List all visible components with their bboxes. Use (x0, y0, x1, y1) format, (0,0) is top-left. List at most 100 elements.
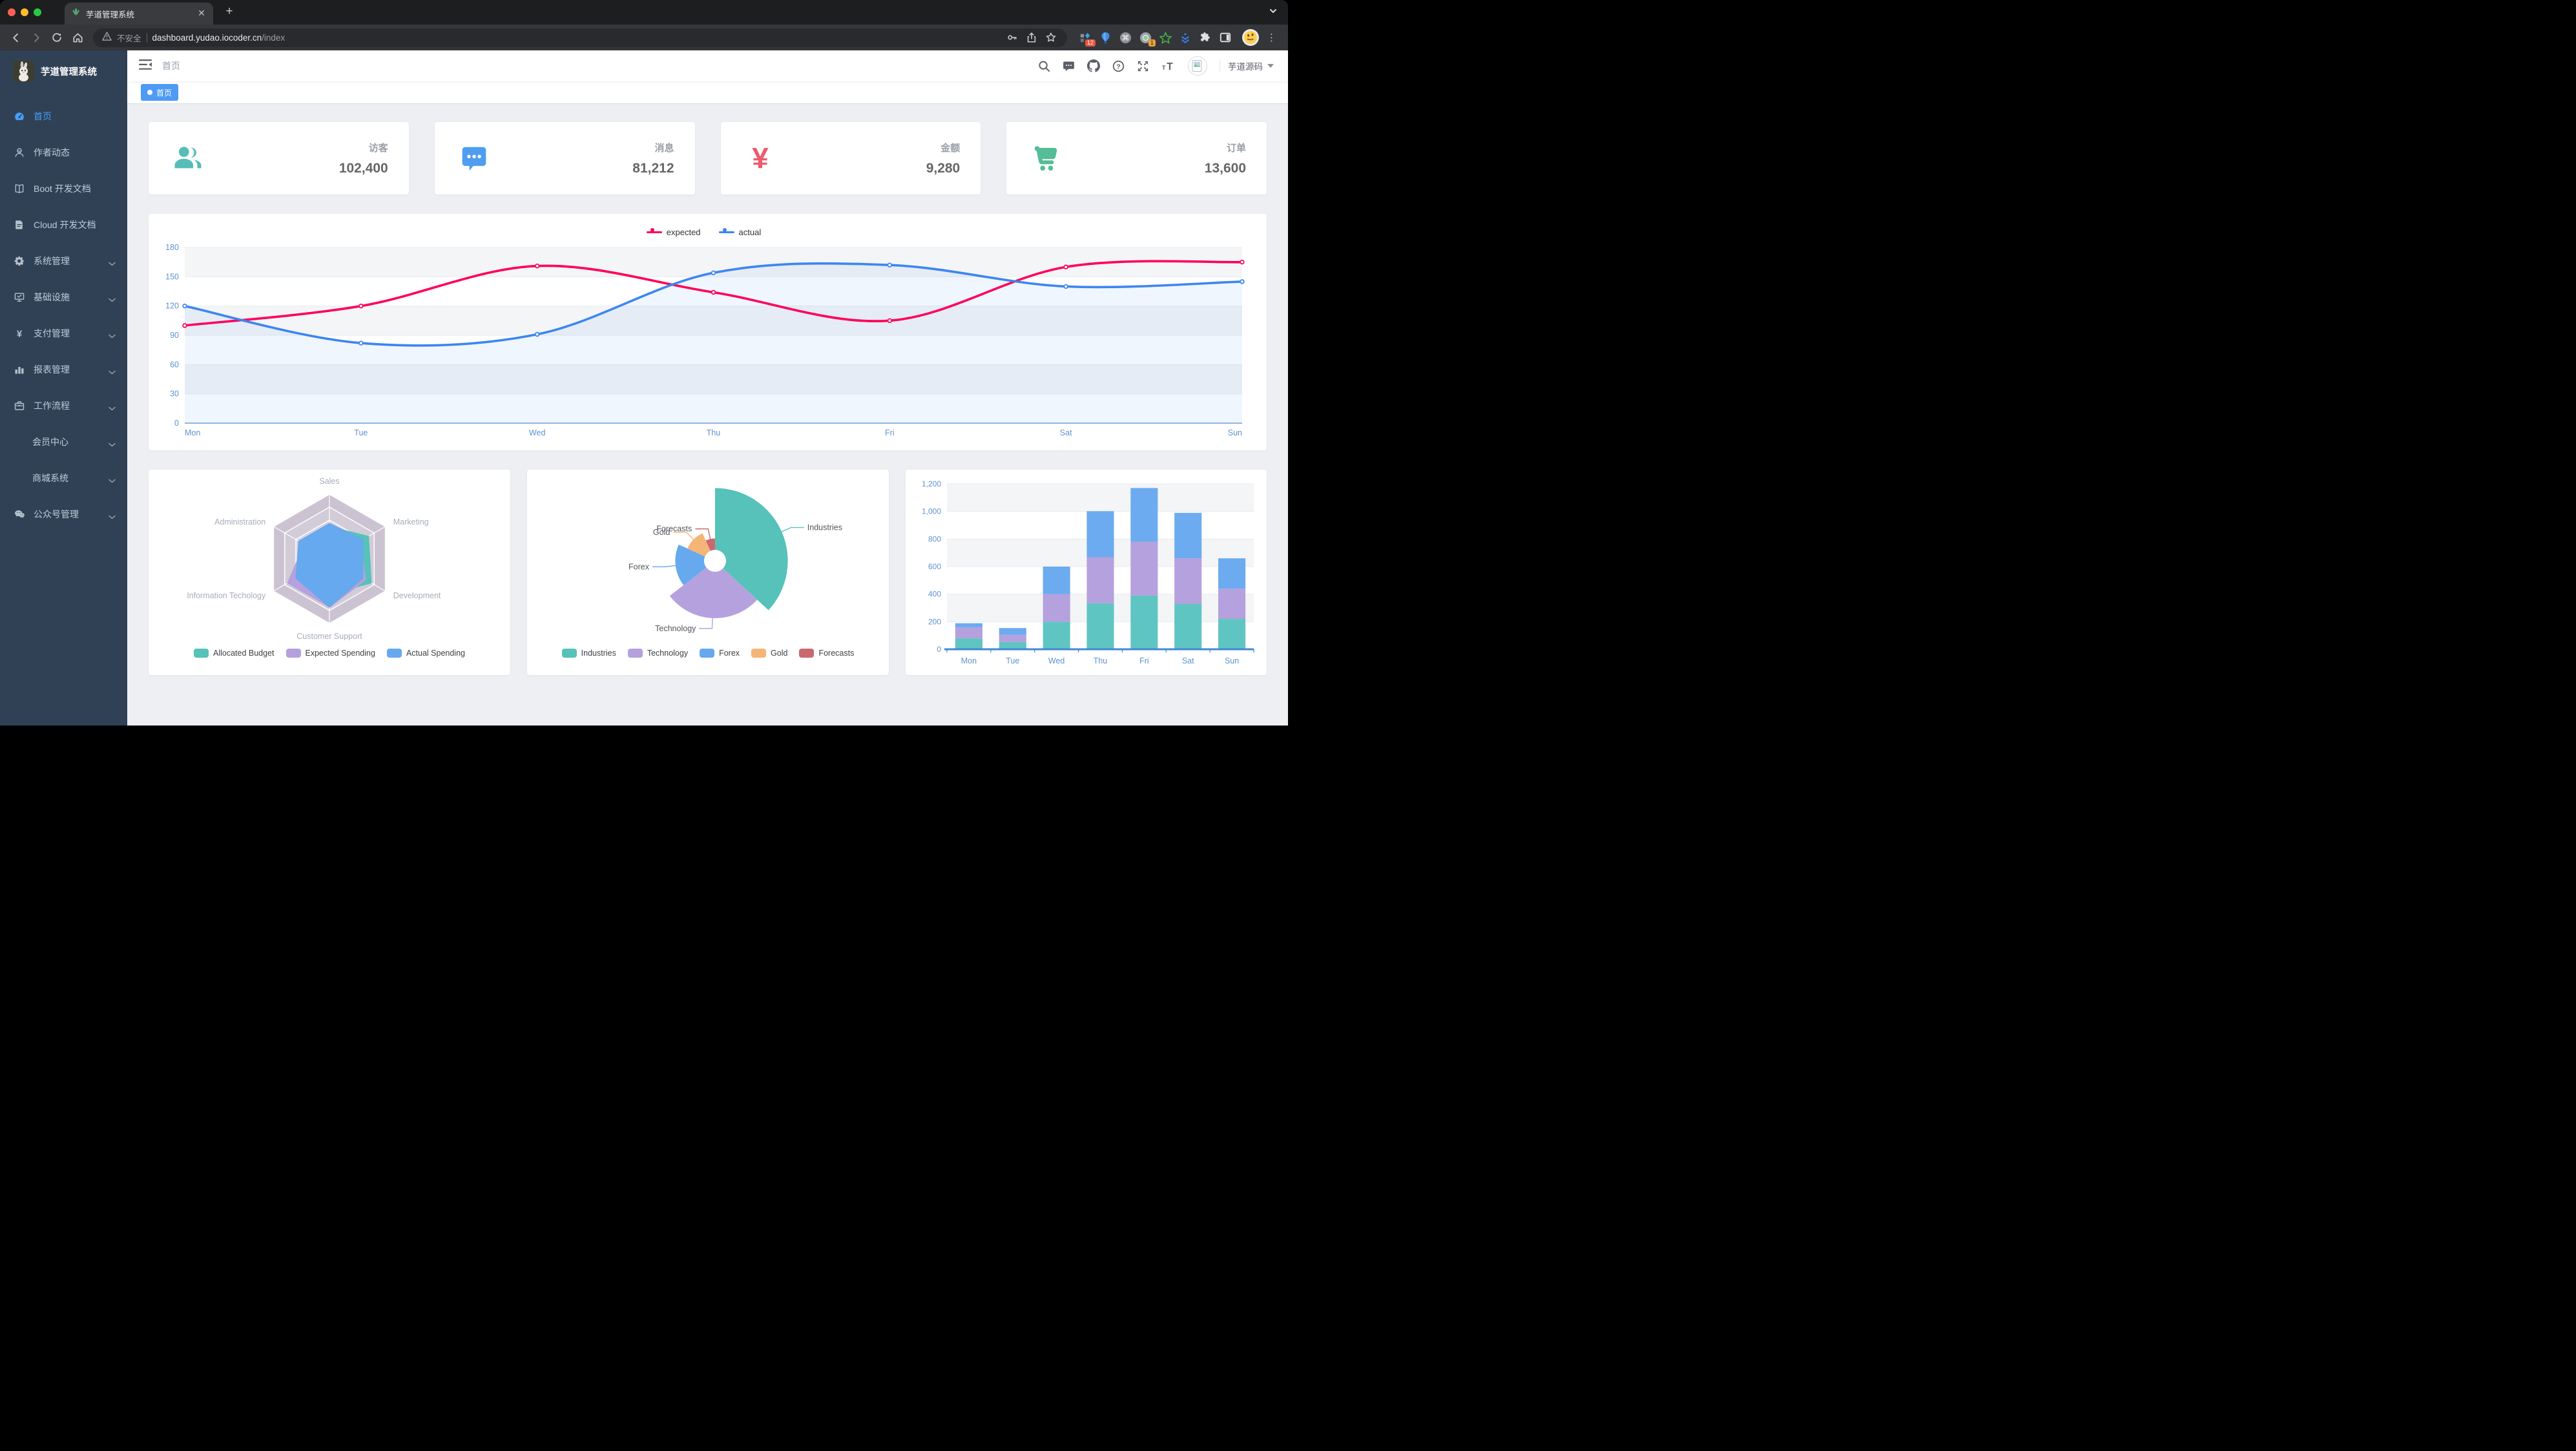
tab-title: 芋道管理系统 (86, 10, 135, 19)
back-icon[interactable] (6, 28, 25, 47)
user-avatar[interactable] (1188, 56, 1207, 76)
forward-icon[interactable] (27, 28, 45, 47)
radar-legend: Allocated Budget Expected Spending Actual … (152, 640, 506, 666)
svg-text:Tue: Tue (354, 428, 368, 437)
profile-avatar-emoji[interactable] (1242, 29, 1259, 46)
sidebar-item-book[interactable]: Boot 开发文档 (0, 171, 127, 207)
user-menu[interactable]: 芋道源码 (1220, 59, 1274, 72)
fullscreen-icon[interactable] (1137, 60, 1149, 72)
extensions-puzzle-icon[interactable] (1199, 31, 1212, 44)
address-bar[interactable]: 不安全 dashboard.yudao.iocoder.cn/index (93, 28, 1067, 47)
chevron-down-icon (109, 331, 116, 341)
close-window-button[interactable] (8, 8, 16, 16)
search-icon[interactable] (1038, 60, 1050, 72)
legend-chip (751, 649, 767, 658)
legend-item-forex[interactable]: Forex (700, 649, 740, 658)
svg-text:0: 0 (174, 419, 179, 428)
new-tab-button[interactable]: + (225, 5, 233, 18)
sidebar-logo[interactable]: 芋道管理系统 (0, 50, 127, 92)
bookmark-star-icon[interactable] (1044, 28, 1058, 47)
tab-close-icon[interactable]: ✕ (198, 8, 205, 18)
extensions-cluster: 12 ⌘ 1 (1074, 31, 1237, 47)
sidebar-item-chart[interactable]: 报表管理 (0, 351, 127, 388)
minimize-window-button[interactable] (21, 8, 28, 16)
sidebar-collapse-icon[interactable] (127, 59, 162, 74)
extension-command-icon[interactable]: ⌘ (1119, 31, 1132, 44)
legend-item-allocated-budget[interactable]: Allocated Budget (194, 649, 275, 658)
password-key-icon[interactable] (1005, 28, 1019, 47)
sidebar-item-label: 基础设施 (34, 292, 70, 302)
github-icon[interactable] (1087, 59, 1100, 72)
sidebar-item-label: 作者动态 (34, 147, 70, 158)
sidebar-item-yen[interactable]: ¥ 支付管理 (0, 315, 127, 351)
sidebar-item-document[interactable]: Cloud 开发文档 (0, 207, 127, 243)
legend-item-expected-spending[interactable]: Expected Spending (286, 649, 375, 658)
extension-star-icon[interactable] (1159, 31, 1172, 44)
stat-card-money[interactable]: ¥ 金额 9,280 (720, 122, 981, 194)
svg-text:Information Techology: Information Techology (187, 591, 266, 600)
sidebar-item-briefcase[interactable]: 工作流程 (0, 388, 127, 424)
extension-balloon-icon[interactable] (1099, 31, 1112, 44)
sidebar-item-label: 系统管理 (34, 256, 70, 266)
legend-label: Forecasts (818, 649, 855, 658)
chevron-down-icon (109, 295, 116, 305)
sidebar-item-people[interactable]: 作者动态 (0, 134, 127, 171)
stat-card-people[interactable]: 访客 102,400 (149, 122, 409, 194)
message-icon[interactable] (1063, 60, 1075, 72)
browser-menu-icon[interactable]: ⋮ (1267, 32, 1276, 43)
tags-view-bar: 首页 (127, 81, 1288, 104)
sidebar-menu: 首页作者动态 Boot 开发文档 Cloud 开发文档系统管理基础设施 ¥ 支付管理 报表… (0, 92, 127, 725)
sidebar-item-gear[interactable]: 系统管理 (0, 243, 127, 279)
legend-label: Gold (771, 649, 788, 658)
browser-tab[interactable]: 芋道管理系统 ✕ (65, 3, 213, 25)
sidebar-item-label: 公众号管理 (34, 509, 79, 519)
tag-active-dot (147, 90, 152, 95)
legend-label: Industries (581, 649, 616, 658)
tag-home[interactable]: 首页 (141, 84, 179, 101)
legend-item-industries[interactable]: Industries (561, 649, 616, 658)
help-icon[interactable]: ? (1112, 60, 1125, 72)
stat-value: 81,212 (632, 160, 674, 176)
chevron-down-icon (109, 258, 116, 269)
legend-label: actual (738, 227, 762, 237)
legend-item-actual[interactable]: actual (718, 227, 762, 237)
legend-item-expected[interactable]: expected (646, 227, 701, 237)
sidebar-item-dashboard[interactable]: 首页 (0, 98, 127, 134)
security-warning-icon[interactable] (102, 31, 112, 44)
bottom-charts-row: Sales Administration Information Techology… (149, 470, 1267, 675)
url-text[interactable]: dashboard.yudao.iocoder.cn/index (152, 32, 286, 43)
stat-card-message[interactable]: 消息 81,212 (434, 122, 695, 194)
pie-chart: Industries Technology Forex Gold Forecasts (531, 475, 885, 640)
extension-chevrons-icon[interactable] (1179, 31, 1192, 44)
money-icon: ¥ (744, 142, 776, 174)
reload-icon[interactable] (48, 28, 66, 47)
traffic-lights[interactable] (0, 8, 50, 16)
legend-item-forecasts[interactable]: Forecasts (799, 649, 854, 658)
home-icon[interactable] (68, 28, 87, 47)
visits-line-chart: 0 30 60 90 120 150 180 Mon Tue Wed Thu Fri Sat Sun (154, 242, 1254, 440)
sidebar-item-wechat[interactable]: 公众号管理 (0, 496, 127, 532)
sidebar-item-sub-10[interactable]: 商城系统 (0, 460, 127, 496)
legend-item-technology[interactable]: Technology (627, 649, 688, 658)
extension-blocks-icon[interactable]: 12 (1079, 31, 1096, 47)
legend-item-actual-spending[interactable]: Actual Spending (386, 649, 465, 658)
legend-item-gold[interactable]: Gold (751, 649, 787, 658)
extension-lens-icon[interactable]: 1 (1139, 31, 1156, 47)
sidebar-item-monitor[interactable]: 基础设施 (0, 279, 127, 315)
chevron-down-icon (109, 403, 116, 413)
side-panel-icon[interactable] (1219, 31, 1232, 44)
chevron-down-icon (109, 512, 116, 522)
breadcrumb[interactable]: 首页 (162, 61, 180, 71)
pie-legend: Industries Technology Forex Gold Forecasts (531, 640, 885, 666)
chevron-down-icon (109, 367, 116, 377)
legend-chip (194, 649, 209, 658)
sidebar-item-sub-9[interactable]: 会员中心 (0, 424, 127, 460)
tab-search-chevron-icon[interactable] (1269, 6, 1278, 19)
pie-card: Industries Technology Forex Gold Forecasts I… (527, 470, 889, 675)
security-label[interactable]: 不安全 (117, 34, 141, 43)
zoom-window-button[interactable] (34, 8, 41, 16)
share-icon[interactable] (1024, 28, 1039, 47)
stat-card-cart[interactable]: 订单 13,600 (1006, 122, 1267, 194)
sidebar-item-label: 商城系统 (32, 473, 68, 483)
